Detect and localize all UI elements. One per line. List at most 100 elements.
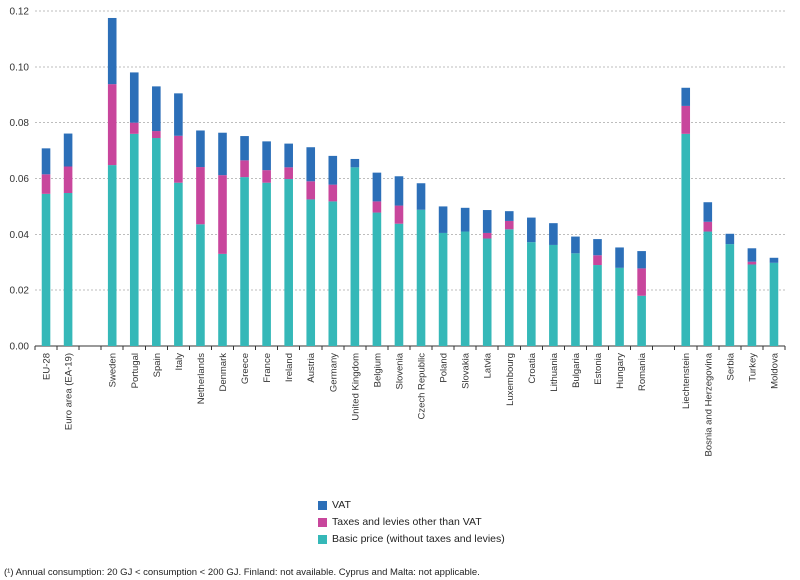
bar-segment-vat <box>41 148 51 175</box>
legend-label-vat: VAT <box>332 499 351 511</box>
bar-segment-basic-price <box>394 223 404 346</box>
x-category-label: Netherlands <box>196 353 207 404</box>
bar-segment-basic-price <box>482 238 492 346</box>
bar-segment-vat <box>769 257 779 263</box>
x-category-label: Lithuania <box>549 352 560 391</box>
bar-segment-vat <box>372 172 382 202</box>
x-category-label: Serbia <box>725 352 736 380</box>
bar-segment-taxes <box>262 170 271 183</box>
bar-segment-vat <box>725 233 735 245</box>
bar-segment-vat <box>306 147 316 182</box>
bar-segment-taxes <box>284 167 293 180</box>
bar-segment-basic-price <box>350 167 360 346</box>
x-category-label: Italy <box>174 353 185 371</box>
x-category-label: Euro area (EA-19) <box>64 353 75 430</box>
bar-segment-vat <box>63 133 73 167</box>
bar-segment-taxes <box>747 261 757 265</box>
bar-segment-vat <box>747 248 757 262</box>
x-category-label: Estonia <box>593 352 604 384</box>
bar-segment-basic-price <box>681 133 691 346</box>
x-category-label: Bosnia and Herzegovina <box>703 352 714 456</box>
x-category-label: Hungary <box>615 353 626 389</box>
legend-label-taxes: Taxes and levies other than VAT <box>332 516 482 528</box>
bar-segment-basic-price <box>549 244 558 346</box>
x-category-label: Sweden <box>108 353 119 387</box>
bar-segment-basic-price <box>152 138 161 346</box>
bar-segment-vat <box>416 183 426 210</box>
x-category-label: Slovenia <box>394 352 405 389</box>
bar-segment-basic-price <box>416 209 426 346</box>
bar-segment-taxes <box>504 220 514 230</box>
bar-segment-vat <box>593 239 602 256</box>
bar-segment-taxes <box>218 175 227 254</box>
y-tick-label: 0.12 <box>10 7 30 18</box>
footnote: (¹) Annual consumption: 20 GJ < consumpt… <box>4 567 480 578</box>
legend-swatch-taxes <box>318 517 327 527</box>
bar-segment-vat <box>571 236 580 254</box>
bar-segment-vat <box>504 211 514 221</box>
x-category-label: Czech Republic <box>417 353 428 420</box>
bar-segment-vat <box>394 176 404 206</box>
bar-segment-taxes <box>174 135 183 183</box>
x-category-label: Liechtenstein <box>681 353 692 409</box>
x-category-label: Austria <box>306 352 317 382</box>
bar-segment-taxes <box>593 255 602 266</box>
bar-segment-vat <box>549 223 558 245</box>
bar-segment-taxes <box>63 166 73 194</box>
bar-segment-basic-price <box>107 165 117 346</box>
bar-segment-vat <box>527 217 536 243</box>
bar-segment-vat <box>240 136 249 161</box>
bar-segment-basic-price <box>284 179 293 346</box>
bar-segment-basic-price <box>174 182 183 346</box>
bar-segment-basic-price <box>637 295 646 346</box>
bar-segment-taxes <box>372 201 382 213</box>
bar-segment-taxes <box>394 205 404 224</box>
bar-segment-vat <box>262 141 271 171</box>
x-category-label: Denmark <box>218 353 229 392</box>
x-category-label: Ireland <box>284 353 295 382</box>
bar-segment-basic-price <box>129 133 139 346</box>
bar-segment-taxes <box>637 268 646 296</box>
x-category-label: Spain <box>152 353 163 377</box>
bar-segment-basic-price <box>372 212 382 346</box>
x-category-label: Belgium <box>372 353 383 387</box>
x-category-label: Moldova <box>769 352 780 389</box>
bar-segment-vat <box>681 87 691 106</box>
bar-segment-basic-price <box>460 231 470 346</box>
bar-segment-basic-price <box>504 229 514 346</box>
bar-segment-vat <box>438 206 448 233</box>
bar-segment-taxes <box>152 131 161 139</box>
bar-segment-taxes <box>328 184 338 202</box>
bar-segment-vat <box>107 17 117 85</box>
bar-segment-basic-price <box>218 253 227 346</box>
x-category-label: Poland <box>439 353 450 383</box>
legend-swatch-basic-price <box>318 534 327 544</box>
bar-segment-taxes <box>482 232 492 239</box>
x-category-label: Luxembourg <box>505 353 516 406</box>
bar-segment-basic-price <box>725 244 735 346</box>
bar-segment-vat <box>637 251 646 269</box>
legend-item-vat: VAT <box>318 497 505 513</box>
y-tick-label: 0.10 <box>10 62 30 73</box>
x-category-label: Germany <box>328 353 339 392</box>
x-category-label: Turkey <box>747 353 758 382</box>
x-category-label: France <box>262 353 273 383</box>
x-category-label: Greece <box>240 353 251 384</box>
bar-segment-vat <box>615 247 624 268</box>
bar-segment-taxes <box>703 221 713 232</box>
y-tick-label: 0.06 <box>10 174 30 185</box>
x-category-label: Portugal <box>130 353 141 388</box>
chart-legend: VAT Taxes and levies other than VAT Basi… <box>318 497 505 548</box>
bar-segment-basic-price <box>747 264 757 346</box>
x-category-label: Croatia <box>527 352 538 383</box>
x-category-label: Romania <box>637 352 648 391</box>
x-category-label: EU-28 <box>42 353 53 380</box>
legend-item-taxes: Taxes and levies other than VAT <box>318 514 505 530</box>
bar-segment-basic-price <box>593 265 602 346</box>
bar-segment-vat <box>703 202 713 222</box>
bar-segment-vat <box>328 155 338 185</box>
bar-segment-vat <box>350 158 360 168</box>
bar-segment-taxes <box>306 181 316 200</box>
bar-segment-basic-price <box>306 199 316 346</box>
bar-segment-basic-price <box>196 224 205 346</box>
